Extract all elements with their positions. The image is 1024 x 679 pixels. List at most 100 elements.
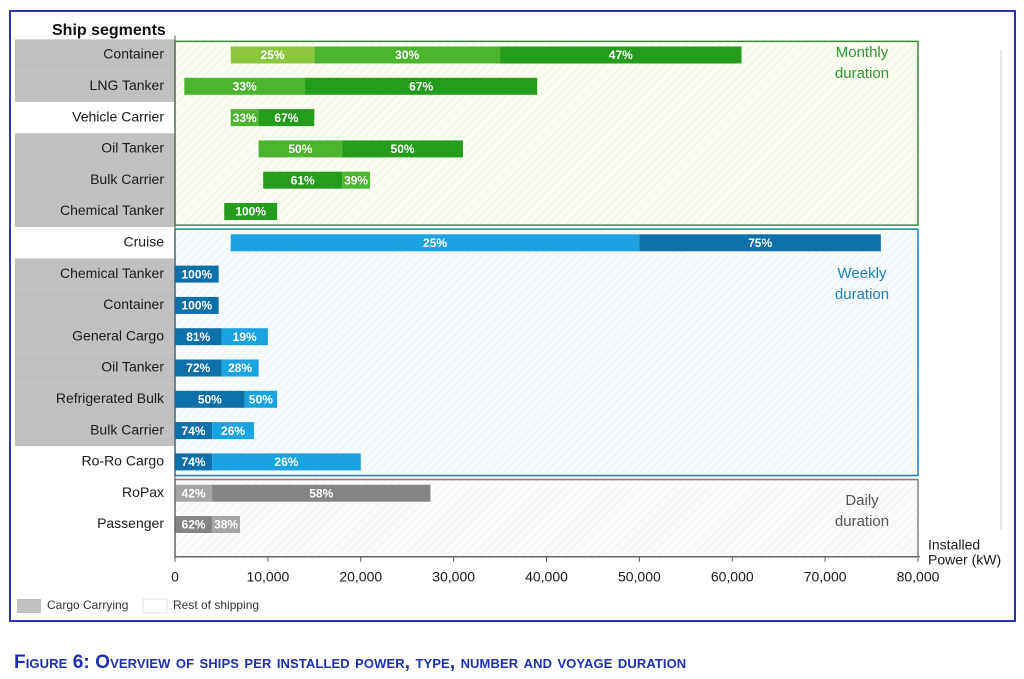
bar-segment [184,77,306,95]
segment-label: Container [103,296,164,312]
row-band [15,352,175,384]
bar-label: 30% [395,48,419,62]
bar-segment [639,234,881,252]
bar-segment [224,203,278,220]
row-band [15,508,175,541]
x-tick-label: 50,000 [618,569,661,585]
group-label-weekly: Weekly [838,265,887,282]
bar-segment [244,390,278,408]
bar-label: 58% [309,486,333,500]
row-band [15,195,175,228]
bar-label: 100% [181,299,212,313]
group-label-weekly: duration [835,286,889,303]
row-band [15,258,175,290]
bar-label: 39% [344,173,368,187]
bar-segment [230,109,259,127]
bar-segment [221,328,268,346]
bar-label: 100% [181,267,212,281]
bar-segment [305,77,538,95]
bar-segment [342,171,371,189]
segment-label: Oil Tanker [101,359,164,375]
row-band [15,133,175,165]
row-band [15,101,175,134]
bar-label: 74% [182,424,206,438]
bar-segment [175,265,219,283]
bar-segment [175,516,213,533]
segment-label: Bulk Carrier [90,421,164,437]
group-label-daily: Daily [845,492,879,509]
bar-segment [230,46,315,64]
bar-segment [500,46,742,64]
legend-label: Rest of shipping [173,598,259,612]
bar-segment [175,328,222,346]
segment-label: Cruise [124,234,165,250]
bar-label: 100% [235,205,266,219]
x-tick-label: 70,000 [804,569,847,585]
bar-segment [175,453,213,471]
row-band [15,446,175,478]
legend-label: Cargo Carrying [47,598,128,612]
x-tick-label: 40,000 [525,569,568,585]
bar-segment [314,46,501,64]
row-band [15,383,175,415]
segment-label: Oil Tanker [101,140,164,156]
x-tick-label: 10,000 [246,569,289,585]
bar-label: 50% [249,392,273,406]
chart-title: Ship segments [52,22,166,39]
bar-segment [212,422,254,440]
bar-label: 72% [186,361,210,375]
legend-swatch-cargo [17,599,41,613]
bar-label: 61% [291,173,315,187]
row-band [15,289,175,322]
bar-segment [342,140,463,158]
bar-label: 38% [214,518,238,532]
bar-segment [258,140,343,158]
legend-swatch-rest [142,598,168,614]
x-tick-label: 60,000 [711,569,754,585]
bar-label: 33% [233,111,257,125]
bar-label: 67% [274,111,298,125]
segment-label: Passenger [97,515,164,531]
segment-label: Container [103,46,164,62]
bar-label: 42% [182,486,206,500]
bar-label: 33% [233,79,257,93]
x-tick-label: 30,000 [432,569,475,585]
segment-label: LNG Tanker [90,77,165,93]
group-label-monthly: duration [835,65,889,82]
bar-segment [175,484,213,502]
group-panel-weekly [174,228,919,477]
ship-segments-chart: Monthly duration Weekly duration Daily durati… [15,22,1002,614]
group-label-daily: duration [835,513,889,530]
bar-label: 47% [609,48,633,62]
row-band [15,39,175,71]
bar-label: 25% [261,48,285,62]
row-band [15,321,175,353]
bar-label: 62% [182,518,206,532]
bar-segment [175,390,245,408]
bar-label: 28% [228,361,252,375]
x-axis-label: Power (kW) [928,552,1001,568]
bar-label: 75% [748,236,772,250]
bar-segment [175,359,222,377]
bar-segment [212,484,431,502]
x-axis-label: Installed [928,537,980,553]
bar-segment [258,109,315,127]
segment-label: Bulk Carrier [90,171,164,187]
row-band [15,414,175,447]
group-label-monthly: Monthly [836,44,889,61]
row-band [15,477,175,509]
bar-label: 81% [186,330,210,344]
bar-segment [212,453,361,471]
bar-label: 50% [391,142,415,156]
segment-label: RoPax [122,484,164,500]
x-tick-label: 20,000 [339,569,382,585]
bar-segment [175,296,219,314]
group-panel-monthly [174,40,919,226]
segment-label: Ro-Ro Cargo [82,453,165,469]
row-band [15,70,175,102]
bar-segment [175,422,213,440]
bar-segment [221,359,259,377]
segment-label: Chemical Tanker [60,265,164,281]
segment-label: Chemical Tanker [60,202,164,218]
bar-label: 50% [198,392,222,406]
